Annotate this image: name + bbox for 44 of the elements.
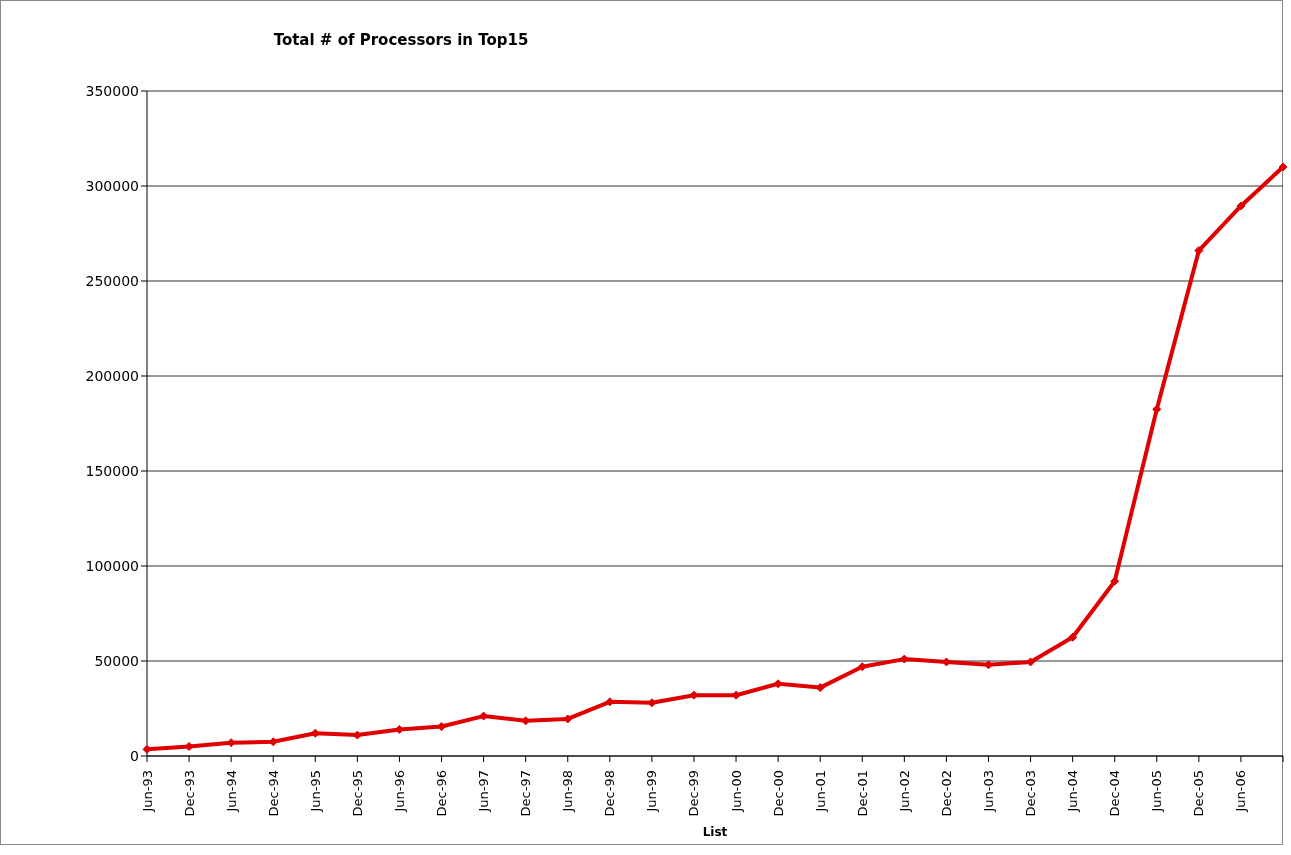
x-tick-label: Dec-97 bbox=[518, 770, 534, 817]
x-tick-label: Dec-04 bbox=[1107, 770, 1123, 817]
y-tick-label: 150000 bbox=[85, 462, 139, 479]
y-tick-label: 200000 bbox=[85, 367, 139, 384]
x-tick-label: Jun-94 bbox=[223, 770, 239, 813]
point bbox=[1194, 246, 1204, 256]
x-tick-label: Jun-98 bbox=[560, 770, 576, 813]
x-axis-title: List bbox=[702, 825, 728, 839]
x-tick-label: Jun-05 bbox=[1149, 770, 1165, 813]
point bbox=[563, 714, 573, 724]
x-tick-label: Jun-06 bbox=[1233, 770, 1249, 813]
x-tick-label: Dec-00 bbox=[770, 770, 786, 817]
x-tick-label: Jun-99 bbox=[644, 770, 660, 813]
x-tick-label: Jun-96 bbox=[391, 770, 407, 813]
point bbox=[1026, 657, 1036, 667]
x-tick-label: Dec-01 bbox=[854, 770, 870, 817]
x-tick-label: Dec-98 bbox=[602, 770, 618, 817]
point bbox=[1068, 632, 1078, 642]
y-tick-label: 0 bbox=[130, 747, 139, 764]
x-tick-label: Jun-00 bbox=[728, 770, 744, 813]
y-tick-label: 100000 bbox=[85, 557, 139, 574]
y-tick-label: 250000 bbox=[85, 272, 139, 289]
y-tick-label: 350000 bbox=[85, 82, 139, 99]
point bbox=[1278, 162, 1288, 172]
point bbox=[1236, 201, 1246, 211]
x-tick-label: Dec-93 bbox=[181, 770, 197, 817]
x-tick-label: Dec-95 bbox=[349, 770, 365, 817]
x-tick-label: Jun-02 bbox=[896, 770, 912, 813]
point bbox=[1110, 576, 1120, 586]
x-tick-label: Dec-99 bbox=[686, 770, 702, 817]
x-tick-label: Jun-95 bbox=[307, 770, 323, 813]
x-tick-label: Jun-93 bbox=[139, 770, 155, 813]
x-tick-label: Dec-05 bbox=[1191, 770, 1207, 817]
y-tick-label: 300000 bbox=[85, 177, 139, 194]
chart-title: Total # of Processors in Top15 bbox=[272, 31, 530, 49]
x-tick-label: Dec-94 bbox=[265, 770, 281, 817]
x-tick-label: Dec-96 bbox=[434, 770, 450, 817]
x-tick-label: Dec-02 bbox=[938, 770, 954, 817]
x-tick-label: Jun-03 bbox=[980, 770, 996, 813]
x-tick-label: Jun-04 bbox=[1065, 770, 1081, 813]
x-tick-label: Jun-01 bbox=[812, 770, 828, 813]
y-tick-label: 50000 bbox=[94, 652, 139, 669]
x-tick-label: Dec-03 bbox=[1023, 770, 1039, 817]
x-tick-label: Jun-97 bbox=[476, 770, 492, 813]
